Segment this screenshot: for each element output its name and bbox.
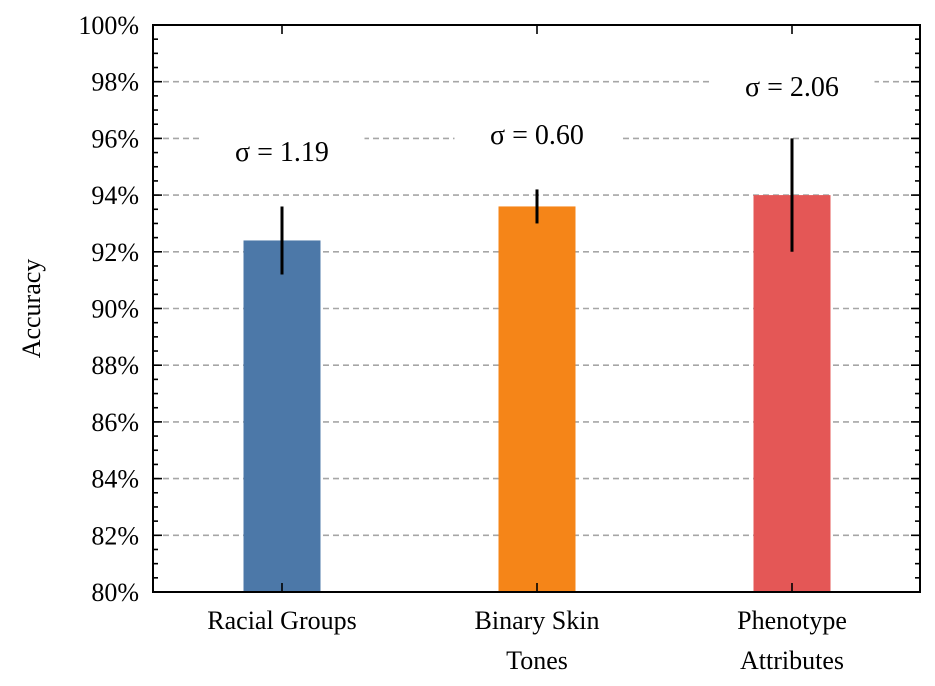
y-tick-label: 94% bbox=[91, 181, 139, 210]
x-tick-label: Phenotype Attributes bbox=[737, 606, 847, 675]
y-tick-label: 82% bbox=[91, 521, 139, 550]
y-tick-label: 88% bbox=[91, 351, 139, 380]
y-tick-label: 80% bbox=[91, 578, 139, 607]
y-tick-label: 92% bbox=[91, 238, 139, 267]
y-tick-label: 84% bbox=[91, 465, 139, 494]
bars bbox=[243, 195, 831, 592]
y-tick-label: 96% bbox=[91, 124, 139, 153]
sigma-annotation: σ = 0.60 bbox=[490, 120, 584, 151]
bar bbox=[753, 195, 831, 592]
annotation-background bbox=[454, 118, 620, 155]
x-tick-label-line: Attributes bbox=[740, 646, 844, 675]
sigma-annotations: σ = 1.19 σ = 0.60 σ = 2.06 bbox=[199, 69, 875, 172]
x-tick-label-line: Binary Skin bbox=[475, 606, 600, 635]
bar bbox=[498, 206, 576, 592]
y-tick-label: 90% bbox=[91, 295, 139, 324]
x-tick-label: Racial Groups bbox=[207, 606, 356, 635]
bar bbox=[243, 240, 321, 592]
x-tick-label: Binary Skin Tones bbox=[475, 606, 600, 675]
y-tick-label: 98% bbox=[91, 68, 139, 97]
y-axis-label: Accuracy bbox=[17, 259, 46, 359]
error-bars bbox=[280, 138, 794, 275]
y-tick-label: 86% bbox=[91, 408, 139, 437]
sigma-annotation: σ = 2.06 bbox=[745, 72, 839, 103]
annotation-background bbox=[709, 69, 875, 106]
annotation-background bbox=[199, 135, 365, 172]
y-tick-label: 100% bbox=[78, 11, 139, 40]
sigma-annotation: σ = 1.19 bbox=[235, 137, 329, 168]
x-tick-label-line: Phenotype bbox=[737, 606, 847, 635]
x-tick-label-line: Racial Groups bbox=[207, 606, 356, 635]
axes: 80% 82% 84% 86% 88% 90% 92% 94% 96% 98% 100% Racial… bbox=[78, 11, 921, 675]
x-tick-label-line: Tones bbox=[506, 646, 568, 675]
